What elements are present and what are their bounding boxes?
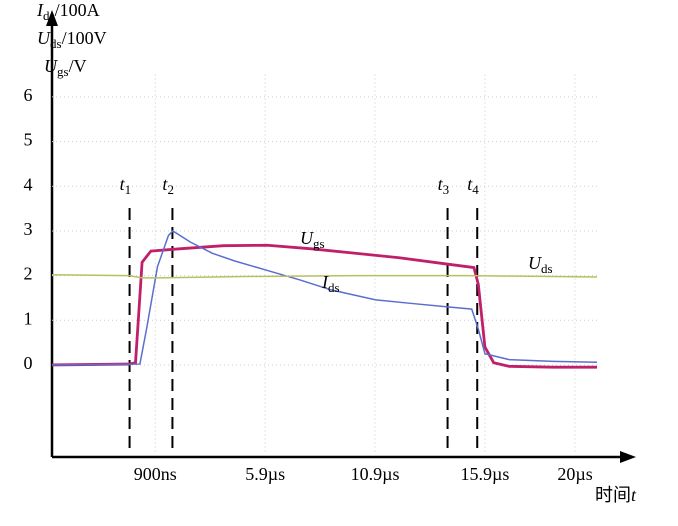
- series-label-part: ds: [328, 280, 340, 295]
- y-arrow: [46, 10, 58, 26]
- x-tick-label: 5.9µs: [245, 464, 285, 484]
- series-label-part: ds: [541, 261, 553, 276]
- x-tick-label: 900ns: [134, 464, 177, 484]
- marker-label-part: t: [162, 174, 168, 194]
- y-axis-label-part: ds: [43, 8, 55, 23]
- marker-label: t3: [438, 174, 450, 197]
- x-tick-label: 15.9µs: [460, 464, 509, 484]
- series-line: [51, 273, 598, 279]
- y-tick-label: 2: [24, 264, 33, 284]
- marker-label-part: t: [120, 174, 126, 194]
- marker-label: t2: [162, 174, 174, 197]
- y-axis-label-part: gs: [57, 64, 69, 79]
- marker-label-part: 1: [125, 182, 132, 197]
- y-axis-label-part: /100A: [55, 0, 100, 20]
- x-axis-label-part: t: [631, 485, 637, 505]
- series-label-part: U: [300, 228, 314, 248]
- y-tick-label: 3: [24, 219, 33, 239]
- y-axis-label: Uds/100V: [37, 28, 107, 51]
- y-axis-label-part: /V: [69, 56, 87, 76]
- marker-label-part: t: [438, 174, 444, 194]
- y-axis-label-part: U: [44, 56, 58, 76]
- series-label: Ugs: [300, 228, 325, 251]
- marker-label: t1: [120, 174, 132, 197]
- series-label-part: gs: [313, 236, 325, 251]
- y-tick-label: 5: [24, 130, 33, 150]
- y-axis-label: Ugs/V: [44, 56, 87, 79]
- y-axis-label-part: ds: [50, 36, 62, 51]
- y-axis-label-part: I: [36, 0, 44, 20]
- series-line: [51, 243, 597, 369]
- marker-label-part: t: [467, 174, 473, 194]
- series-label-part: I: [321, 272, 329, 292]
- x-tick-label: 20µs: [557, 464, 592, 484]
- y-tick-label: 6: [24, 85, 33, 105]
- series-label: Uds: [528, 253, 553, 276]
- y-axis-label-part: U: [37, 28, 51, 48]
- y-tick-label: 4: [24, 174, 33, 194]
- y-axis-label: Ids/100A: [36, 0, 100, 23]
- y-tick-label: 0: [24, 353, 33, 373]
- series-label-part: U: [528, 253, 542, 273]
- y-axis-label-part: /100V: [62, 28, 107, 48]
- marker-label-part: 2: [167, 182, 174, 197]
- y-tick-label: 1: [24, 308, 33, 328]
- x-tick-label: 10.9µs: [351, 464, 400, 484]
- x-arrow: [620, 451, 636, 463]
- series-line: [51, 229, 598, 366]
- marker-label: t4: [467, 174, 479, 197]
- marker-label-part: 3: [443, 182, 450, 197]
- x-axis-label: 时间t: [595, 485, 637, 505]
- series-label: Ids: [321, 272, 340, 295]
- marker-label-part: 4: [472, 182, 479, 197]
- x-axis-label-part: 时间: [595, 485, 631, 505]
